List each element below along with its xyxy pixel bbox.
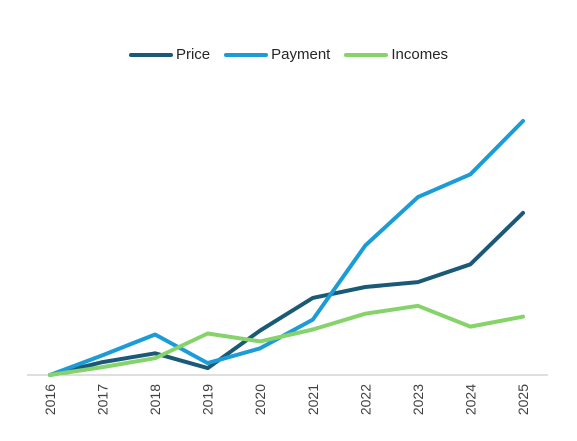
x-tick-label: 2017 bbox=[95, 384, 111, 415]
legend-entry: Price bbox=[128, 46, 211, 63]
legend-swatch bbox=[344, 52, 389, 57]
x-tick-label: 2019 bbox=[200, 384, 216, 415]
legend-label: Price bbox=[175, 46, 211, 63]
x-tick-label: 2025 bbox=[515, 384, 531, 415]
series-layer bbox=[48, 119, 525, 377]
series-line-incomes bbox=[48, 303, 525, 377]
legend-label: Payment bbox=[271, 46, 331, 63]
x-tick-label: 2021 bbox=[305, 384, 321, 415]
x-tick-label: 2024 bbox=[462, 384, 478, 415]
x-tick-label: 2022 bbox=[357, 384, 373, 415]
legend-label: Incomes bbox=[391, 46, 449, 63]
x-tick-label: 2023 bbox=[410, 384, 426, 415]
legend-swatch bbox=[224, 52, 269, 57]
series-line-price bbox=[48, 210, 525, 377]
legend-swatch bbox=[128, 52, 173, 57]
x-tick-labels: 2016 2017 2018 2019 2020 2021 2022 2023 2024 2025 bbox=[42, 384, 531, 415]
legend-entry: Payment bbox=[224, 46, 330, 63]
x-tick-label: 2018 bbox=[147, 384, 163, 415]
legend: Price Payment Incomes bbox=[0, 46, 577, 63]
x-tick-label: 2020 bbox=[252, 384, 268, 415]
legend-entry: Incomes bbox=[344, 46, 448, 63]
x-tick-label: 2016 bbox=[42, 384, 58, 415]
